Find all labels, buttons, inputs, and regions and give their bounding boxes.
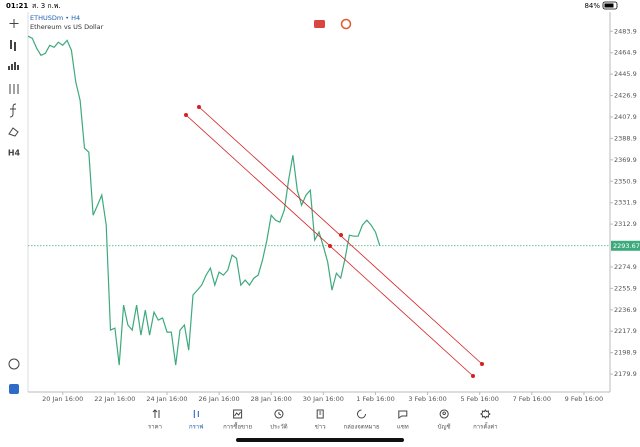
y-tick-label: 2350.9: [614, 177, 637, 185]
status-date: ส. 3 ก.พ.: [32, 2, 61, 10]
nav-label[interactable]: บัญชี: [438, 423, 451, 431]
x-tick-label: 20 Jan 16:00: [42, 395, 83, 403]
x-tick-label: 3 Feb 16:00: [408, 395, 447, 403]
trend-channel[interactable]: [183, 105, 484, 378]
symbol-description: Ethereum vs US Dollar: [30, 23, 104, 31]
anchor-point[interactable]: [183, 113, 188, 118]
nav-icon[interactable]: [398, 410, 408, 419]
shapes-tool[interactable]: [8, 127, 19, 137]
buy-button[interactable]: [340, 18, 352, 30]
x-tick-label: 30 Jan 16:00: [303, 395, 344, 403]
nav-icon[interactable]: [274, 409, 284, 419]
history-tool[interactable]: [8, 358, 20, 370]
y-tick-label: 2179.9: [614, 370, 637, 378]
function-tool[interactable]: [9, 103, 17, 118]
y-tick-label: 2217.9: [614, 327, 637, 335]
symbol-name[interactable]: ETHUSDm • H4: [30, 14, 80, 22]
y-tick-label: 2331.9: [614, 199, 637, 207]
y-tick-label: 2483.9: [614, 27, 637, 35]
indicators-tool[interactable]: [8, 62, 19, 70]
anchor-point[interactable]: [327, 243, 332, 248]
nav-icon[interactable]: [316, 409, 324, 419]
y-tick-label: 2255.9: [614, 284, 637, 292]
x-tick-label: 22 Jan 16:00: [94, 395, 135, 403]
nav-label[interactable]: แชท: [397, 424, 409, 431]
current-price-label: 2293.67: [613, 242, 640, 250]
anchor-point[interactable]: [196, 105, 201, 110]
y-tick-label: 2464.9: [614, 49, 637, 57]
nav-label[interactable]: ประวัติ: [270, 424, 288, 431]
nav-label[interactable]: การตั้งค่า: [473, 421, 497, 431]
x-tick-label: 1 Feb 16:00: [356, 395, 395, 403]
nav-label[interactable]: ราคา: [148, 424, 162, 431]
nav-icon[interactable]: [357, 409, 366, 419]
x-tick-label: 28 Jan 16:00: [251, 395, 292, 403]
anchor-point[interactable]: [470, 373, 475, 378]
y-tick-label: 2445.9: [614, 70, 637, 78]
y-tick-label: 2198.9: [614, 349, 637, 357]
x-tick-label: 5 Feb 16:00: [460, 395, 499, 403]
current-price-box: [611, 240, 640, 251]
timeframe-button[interactable]: H4: [8, 149, 21, 158]
home-indicator: [236, 438, 404, 442]
y-tick-label: 2274.9: [614, 263, 637, 271]
x-tick-label: 7 Feb 16:00: [513, 395, 552, 403]
x-tick-label: 24 Jan 16:00: [146, 395, 187, 403]
battery-level: [604, 3, 614, 8]
y-tick-label: 2388.9: [614, 134, 637, 142]
y-tick-label: 2236.9: [614, 306, 637, 314]
nav-label[interactable]: กราฟ: [189, 424, 203, 431]
status-time: 01:21: [6, 2, 28, 10]
left-toolbar: [8, 19, 20, 370]
y-tick-label: 2369.9: [614, 156, 637, 164]
bottom-nav: ราคา กราฟ การซื้อขาย ประวัติ ข่าว กล่องจดหมาย…: [148, 409, 498, 431]
crosshair-tool[interactable]: [9, 19, 19, 28]
x-tick-label: 26 Jan 16:00: [199, 395, 240, 403]
nav-icon[interactable]: [152, 409, 160, 418]
battery-text: 84%: [584, 2, 600, 10]
chart-type-tool[interactable]: [10, 40, 16, 51]
objects-tool[interactable]: [9, 84, 19, 94]
sell-button[interactable]: [314, 20, 325, 28]
price-line: [27, 35, 381, 366]
plot: 2483.9 2464.9 2445.9 2426.9 2407.9 2388.9 2369…: [27, 27, 640, 403]
x-tick-label: 9 Feb 16:00: [565, 395, 604, 403]
anchor-point[interactable]: [338, 232, 343, 237]
nav-label[interactable]: กล่องจดหมาย: [343, 424, 379, 431]
y-tick-label: 2312.9: [614, 220, 637, 228]
nav-icon[interactable]: [233, 409, 243, 419]
app-icon[interactable]: [9, 384, 19, 394]
y-tick-label: 2426.9: [614, 92, 637, 100]
nav-icon[interactable]: [193, 410, 199, 418]
nav-label[interactable]: ข่าว: [315, 424, 326, 431]
anchor-point[interactable]: [479, 361, 484, 366]
battery-icon: [602, 1, 618, 10]
nav-icon[interactable]: [439, 409, 449, 419]
nav-label[interactable]: การซื้อขาย: [223, 421, 252, 431]
nav-icon[interactable]: [479, 409, 491, 419]
y-tick-label: 2407.9: [614, 113, 637, 121]
